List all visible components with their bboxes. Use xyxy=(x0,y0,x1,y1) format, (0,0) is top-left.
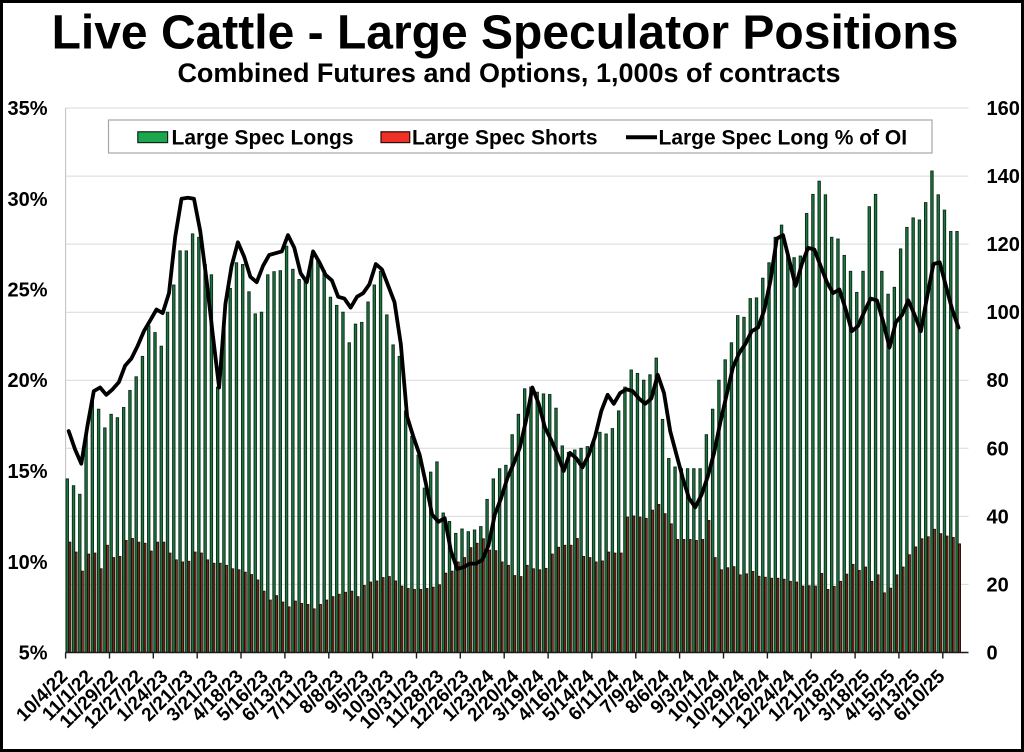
svg-text:Live Cattle - Large Speculator: Live Cattle - Large Speculator Positions xyxy=(52,7,959,60)
svg-text:120: 120 xyxy=(987,234,1020,256)
svg-text:5%: 5% xyxy=(19,643,48,665)
svg-text:100: 100 xyxy=(987,302,1020,324)
svg-text:Large Spec Longs: Large Spec Longs xyxy=(172,127,354,150)
svg-text:80: 80 xyxy=(987,370,1009,392)
svg-text:10%: 10% xyxy=(7,552,47,574)
svg-text:20: 20 xyxy=(987,574,1009,596)
svg-text:Combined Futures and Options,: Combined Futures and Options, 1,000s of … xyxy=(177,58,840,88)
svg-text:0: 0 xyxy=(987,643,998,665)
svg-text:15%: 15% xyxy=(7,461,47,483)
svg-text:20%: 20% xyxy=(7,370,47,392)
svg-text:30%: 30% xyxy=(7,189,47,211)
svg-text:160: 160 xyxy=(987,98,1020,120)
svg-text:Large Spec Long % of OI: Large Spec Long % of OI xyxy=(659,127,908,150)
svg-text:140: 140 xyxy=(987,166,1020,188)
svg-text:25%: 25% xyxy=(7,280,47,302)
svg-text:35%: 35% xyxy=(7,98,47,120)
svg-text:40: 40 xyxy=(987,506,1009,528)
svg-text:60: 60 xyxy=(987,438,1009,460)
svg-text:Large Spec Shorts: Large Spec Shorts xyxy=(412,127,598,150)
